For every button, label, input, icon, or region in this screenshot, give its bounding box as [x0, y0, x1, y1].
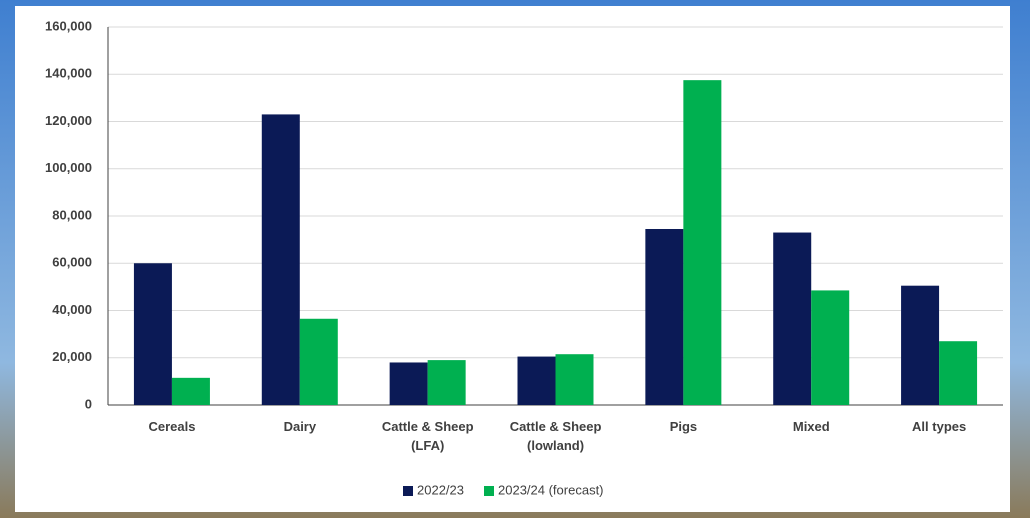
- legend-label: 2022/23: [417, 482, 464, 497]
- legend-swatch: [403, 486, 413, 496]
- x-tick-label: Cattle & Sheep (LFA): [381, 419, 474, 453]
- bar: [645, 228, 684, 405]
- chart-area: [15, 6, 1010, 512]
- y-tick-label: 120,000: [45, 113, 92, 128]
- bar: [939, 341, 978, 405]
- y-tick-label: 100,000: [45, 160, 92, 175]
- x-tick-label: Cereals: [148, 419, 196, 434]
- y-tick-label: 80,000: [52, 207, 92, 222]
- y-tick-label: 20,000: [52, 349, 92, 364]
- x-tick-label: Cattle & Sheep (lowland): [509, 419, 602, 453]
- y-tick-label: 40,000: [52, 302, 92, 317]
- legend-swatch: [484, 486, 494, 496]
- x-tick-label: Pigs: [669, 419, 698, 434]
- bar: [555, 354, 594, 405]
- bar: [389, 362, 428, 405]
- legend-label: 2023/24 (forecast): [498, 482, 604, 497]
- bar: [133, 263, 172, 405]
- y-tick-label: 60,000: [52, 255, 92, 270]
- bar: [299, 318, 338, 405]
- x-tick-label: Dairy: [283, 419, 317, 434]
- bar: [171, 377, 210, 405]
- x-tick-label: Mixed: [792, 419, 830, 434]
- bar: [427, 360, 466, 405]
- bar: [683, 80, 722, 405]
- x-tick-label: All types: [912, 419, 967, 434]
- bar: [901, 285, 940, 405]
- bar: [261, 114, 300, 405]
- bar: [517, 356, 556, 405]
- bar: [811, 290, 850, 405]
- y-tick-label: 0: [85, 396, 92, 411]
- bar: [773, 232, 812, 405]
- y-tick-label: 160,000: [45, 18, 92, 33]
- y-tick-label: 140,000: [45, 66, 92, 81]
